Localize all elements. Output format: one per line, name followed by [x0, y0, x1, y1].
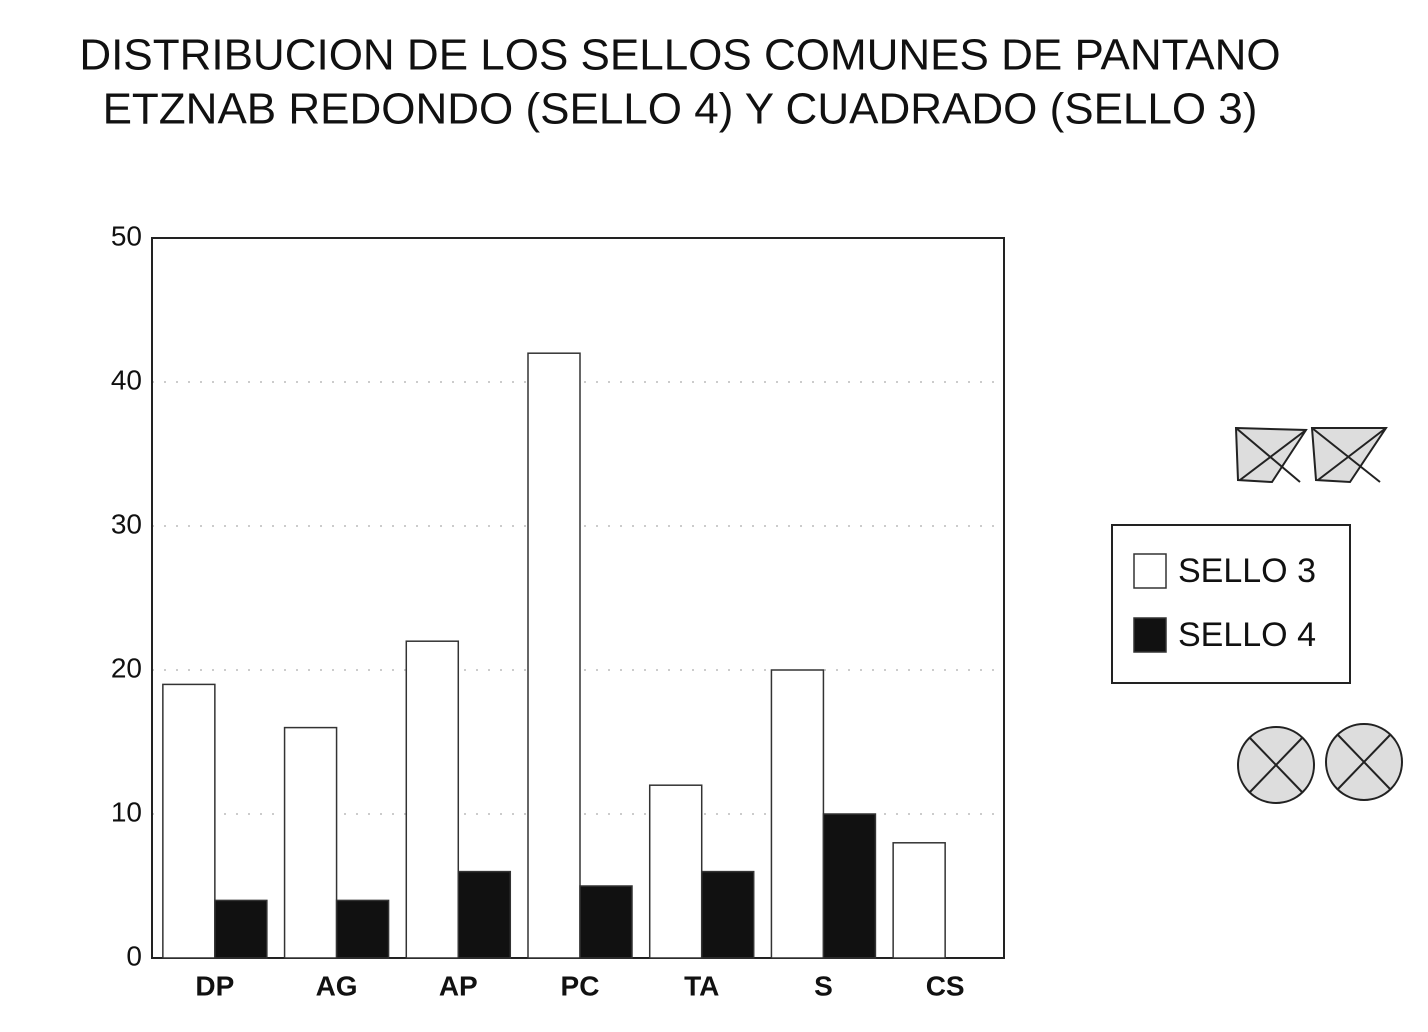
x-tick-label: PC: [561, 970, 600, 1001]
bar: [770, 669, 825, 959]
bar: [405, 640, 460, 959]
chart-title: ETZNAB REDONDO (SELLO 4) Y CUADRADO (SEL…: [103, 85, 1258, 134]
seal-icon: [1234, 426, 1403, 804]
y-tick-label: 40: [111, 364, 142, 395]
bar: [822, 813, 877, 959]
bar: [335, 899, 390, 959]
x-tick-label: DP: [195, 970, 234, 1001]
bar: [214, 899, 268, 959]
bar: [162, 683, 216, 959]
y-tick-label: 50: [111, 220, 142, 251]
bar: [579, 885, 633, 959]
y-tick-label: 10: [111, 796, 142, 827]
legend-swatch: [1133, 553, 1167, 589]
x-tick-label: S: [814, 970, 833, 1001]
legend-box: [1111, 524, 1351, 684]
y-tick-label: 20: [111, 652, 142, 683]
y-tick-label: 30: [111, 508, 142, 539]
legend: [1111, 524, 1351, 684]
bar: [648, 784, 703, 959]
y-tick-label: 0: [126, 940, 142, 971]
bar: [457, 870, 512, 959]
legend-label: SELLO 3: [1178, 552, 1316, 590]
x-tick-label: AP: [439, 970, 478, 1001]
legend-label: SELLO 4: [1178, 616, 1316, 654]
bar: [283, 726, 338, 959]
x-tick-label: TA: [684, 970, 719, 1001]
x-tick-label: AG: [316, 970, 358, 1001]
bar: [527, 352, 581, 959]
x-tick-label: CS: [926, 970, 965, 1001]
bar: [892, 842, 946, 959]
bar: [700, 870, 755, 959]
chart-title: DISTRIBUCION DE LOS SELLOS COMUNES DE PA…: [79, 31, 1280, 80]
legend-swatch: [1133, 617, 1167, 653]
